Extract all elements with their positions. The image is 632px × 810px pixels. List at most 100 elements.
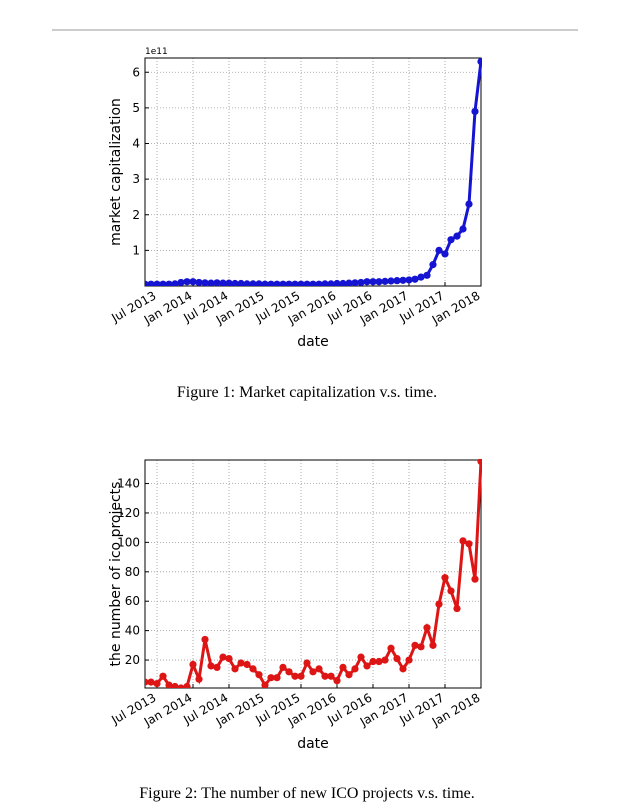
- data-point: [405, 656, 413, 664]
- plot-frame: [144, 459, 482, 689]
- data-point: [441, 574, 449, 582]
- y-axis-label: market capitalization: [108, 98, 124, 246]
- data-point: [447, 587, 455, 595]
- data-point: [423, 624, 431, 632]
- data-point: [429, 261, 437, 269]
- data-point: [303, 280, 311, 286]
- data-point: [363, 662, 371, 670]
- data-point: [237, 279, 245, 286]
- data-point: [339, 279, 347, 286]
- data-point: [195, 675, 203, 683]
- data-point: [145, 678, 149, 686]
- data-point: [345, 279, 353, 286]
- data-point: [231, 279, 239, 286]
- series-line: [145, 461, 482, 688]
- data-point: [441, 250, 449, 258]
- data-point: [333, 677, 341, 685]
- data-point: [273, 674, 281, 682]
- data-point: [243, 660, 251, 669]
- data-point: [405, 276, 413, 284]
- data-point: [453, 232, 461, 240]
- data-point: [219, 279, 227, 286]
- data-point: [369, 278, 377, 286]
- series-line: [145, 61, 482, 286]
- data-point: [363, 278, 371, 286]
- data-point: [417, 643, 425, 651]
- data-point: [303, 659, 311, 667]
- data-point: [285, 280, 293, 286]
- data-point: [213, 279, 221, 286]
- data-point: [165, 280, 173, 286]
- data-point: [351, 665, 359, 673]
- x-axis-label: date: [297, 736, 329, 752]
- data-point: [153, 280, 161, 286]
- data-point: [327, 672, 335, 680]
- offset-label: 1e11: [145, 47, 168, 57]
- data-point: [423, 271, 431, 279]
- data-point: [339, 663, 347, 672]
- data-point: [393, 277, 401, 285]
- data-point: [159, 672, 167, 680]
- data-point: [345, 671, 353, 679]
- data-point: [291, 672, 299, 680]
- data-point: [177, 684, 185, 688]
- data-point: [435, 600, 443, 608]
- data-point: [153, 679, 161, 688]
- data-point: [351, 279, 359, 286]
- data-point: [183, 682, 191, 688]
- data-point: [471, 107, 479, 116]
- data-point: [207, 662, 215, 670]
- data-point: [477, 459, 482, 466]
- y-tick-label: 1: [132, 243, 140, 257]
- data-point: [231, 665, 239, 673]
- data-point: [297, 672, 305, 680]
- data-point: [279, 663, 287, 672]
- data-point: [327, 280, 335, 286]
- data-point: [357, 278, 365, 286]
- data-point: [255, 280, 263, 286]
- data-point: [147, 678, 155, 686]
- data-point: [171, 280, 179, 286]
- data-point: [471, 575, 479, 583]
- data-point: [171, 682, 179, 688]
- data-point: [189, 278, 197, 286]
- data-point: [165, 681, 173, 688]
- y-tick-label: 4: [132, 137, 140, 151]
- data-point: [237, 659, 245, 667]
- caption: Figure 1: Market capitalization v.s. tim…: [177, 384, 437, 401]
- data-point: [285, 668, 293, 676]
- plot-frame: [144, 57, 482, 287]
- data-point: [357, 653, 365, 661]
- y-tick-label: 100: [117, 535, 140, 549]
- data-point: [267, 280, 275, 286]
- data-point: [309, 280, 317, 286]
- data-point: [399, 276, 407, 284]
- data-point: [225, 654, 233, 663]
- data-point: [453, 604, 461, 613]
- data-point: [399, 665, 407, 673]
- data-point: [243, 280, 251, 286]
- data-point: [435, 246, 443, 254]
- data-point: [189, 660, 197, 669]
- data-point: [321, 672, 329, 680]
- data-point: [381, 277, 389, 285]
- data-point: [417, 273, 425, 281]
- data-point: [249, 665, 257, 673]
- data-point: [261, 681, 269, 688]
- y-tick-label: 6: [132, 65, 140, 79]
- data-point: [411, 275, 419, 283]
- x-axis-label: date: [297, 334, 329, 350]
- data-point: [429, 641, 437, 649]
- y-tick-label: 60: [125, 594, 140, 608]
- data-point: [291, 280, 299, 286]
- data-point: [375, 657, 383, 666]
- data-point: [279, 280, 287, 286]
- data-point: [225, 279, 233, 286]
- y-tick-label: 3: [132, 172, 140, 186]
- data-point: [195, 278, 203, 286]
- data-point: [381, 656, 389, 664]
- y-tick-label: 2: [132, 208, 140, 222]
- plot-area: [145, 459, 482, 688]
- data-point: [159, 280, 167, 286]
